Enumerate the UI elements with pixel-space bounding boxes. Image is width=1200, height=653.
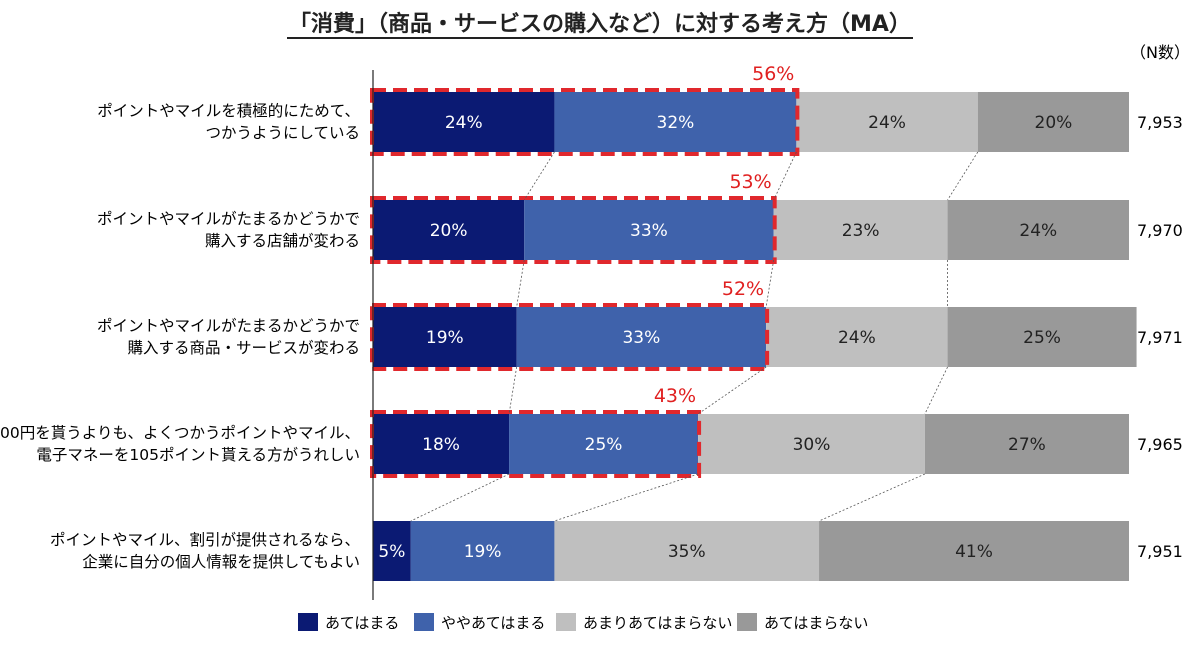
connector-line xyxy=(554,473,699,522)
legend-swatch xyxy=(737,613,757,631)
bar-segment xyxy=(524,200,774,260)
legend-swatch xyxy=(414,613,434,631)
connector-line xyxy=(773,151,797,201)
category-label: つかうようにしている xyxy=(205,124,360,142)
bar-value-label: 20% xyxy=(430,221,468,241)
bar-value-label: 20% xyxy=(1035,113,1073,133)
bar-segment xyxy=(766,307,948,367)
bar-value-label: 30% xyxy=(793,435,831,455)
bar-segment xyxy=(373,200,525,260)
connector-line xyxy=(508,366,518,415)
n-value-label: 7,953 xyxy=(1137,113,1183,132)
bar-value-label: 41% xyxy=(955,542,993,562)
category-label: ポイントやマイルがたまるかどうかで xyxy=(97,210,360,228)
bar-segment xyxy=(819,521,1129,581)
bar-value-label: 32% xyxy=(657,113,695,133)
bar-segment xyxy=(373,521,411,581)
legend-label: あまりあてはまらない xyxy=(583,614,732,632)
connector-line xyxy=(516,259,525,308)
legend-swatch xyxy=(298,613,318,631)
highlight-total-label: 43% xyxy=(654,385,696,407)
bar-segment xyxy=(554,92,797,152)
n-value-label: 7,970 xyxy=(1137,221,1183,240)
bar-value-label: 25% xyxy=(585,435,623,455)
bar-segment xyxy=(410,521,555,581)
bar-value-label: 24% xyxy=(868,113,906,133)
bar-value-label: 24% xyxy=(445,113,483,133)
highlight-box xyxy=(370,410,702,478)
bar-value-label: 33% xyxy=(622,328,660,348)
n-header: （N数） xyxy=(1130,43,1190,62)
bar-segment xyxy=(947,200,1129,260)
connector-line xyxy=(697,366,767,415)
bar-segment xyxy=(796,92,978,152)
chart-title-text: 「消費」（商品・サービスの購入など）に対する考え方（MA） xyxy=(287,12,913,39)
highlight-total-label: 56% xyxy=(752,63,794,85)
bar-value-label: 33% xyxy=(630,221,668,241)
bar-segment xyxy=(924,414,1129,474)
connector-line xyxy=(947,151,979,201)
highlight-box xyxy=(370,196,777,264)
connector-line xyxy=(924,366,948,415)
bar-value-label: 23% xyxy=(842,221,880,241)
bar-segment xyxy=(509,414,699,474)
bar-segment xyxy=(977,92,1129,152)
bar-segment xyxy=(554,521,820,581)
bar-value-label: 27% xyxy=(1008,435,1046,455)
bar-value-label: 25% xyxy=(1023,328,1061,348)
bar-segment xyxy=(373,414,510,474)
highlight-total-label: 52% xyxy=(722,278,764,300)
n-value-label: 7,965 xyxy=(1137,435,1183,454)
bar-value-label: 24% xyxy=(1019,221,1057,241)
bar-value-label: 24% xyxy=(838,328,876,348)
category-label: 購入する商品・サービスが変わる xyxy=(127,339,360,357)
n-value-label: 7,971 xyxy=(1137,328,1183,347)
legend-swatch xyxy=(556,613,576,631)
highlight-box xyxy=(370,303,770,371)
category-label: ポイントやマイルを積極的にためて、 xyxy=(97,102,360,120)
bar-value-label: 19% xyxy=(464,542,502,562)
legend-label: あてはまる xyxy=(325,614,399,632)
connector-line xyxy=(818,473,926,522)
bar-segment xyxy=(516,307,767,367)
category-label: ポイントやマイルがたまるかどうかで xyxy=(97,317,360,335)
connector-line xyxy=(410,473,510,522)
bar-value-label: 5% xyxy=(378,542,405,562)
bar-value-label: 35% xyxy=(668,542,706,562)
connector-line xyxy=(523,151,555,201)
bar-segment xyxy=(698,414,925,474)
legend-label: あてはまらない xyxy=(764,614,868,632)
highlight-box xyxy=(370,88,800,156)
category-label: 100円を貰うよりも、よくつかうポイントやマイル、 xyxy=(0,424,360,442)
chart-title: 「消費」（商品・サービスの購入など）に対する考え方（MA） xyxy=(0,6,1200,39)
connector-line xyxy=(765,259,775,308)
bar-segment xyxy=(773,200,948,260)
category-label: 購入する店舗が変わる xyxy=(205,232,360,250)
bar-value-label: 19% xyxy=(426,328,464,348)
n-value-label: 7,951 xyxy=(1137,542,1183,561)
bar-segment xyxy=(373,92,555,152)
legend-label: ややあてはまる xyxy=(441,614,545,632)
bar-value-label: 18% xyxy=(422,435,460,455)
bar-segment xyxy=(373,307,517,367)
highlight-total-label: 53% xyxy=(729,171,771,193)
category-label: ポイントやマイル、割引が提供されるなら、 xyxy=(50,531,360,549)
category-label: 電子マネーを105ポイント貰える方がうれしい xyxy=(36,446,360,464)
bar-segment xyxy=(947,307,1137,367)
category-label: 企業に自分の個人情報を提供してもよい xyxy=(82,553,360,571)
